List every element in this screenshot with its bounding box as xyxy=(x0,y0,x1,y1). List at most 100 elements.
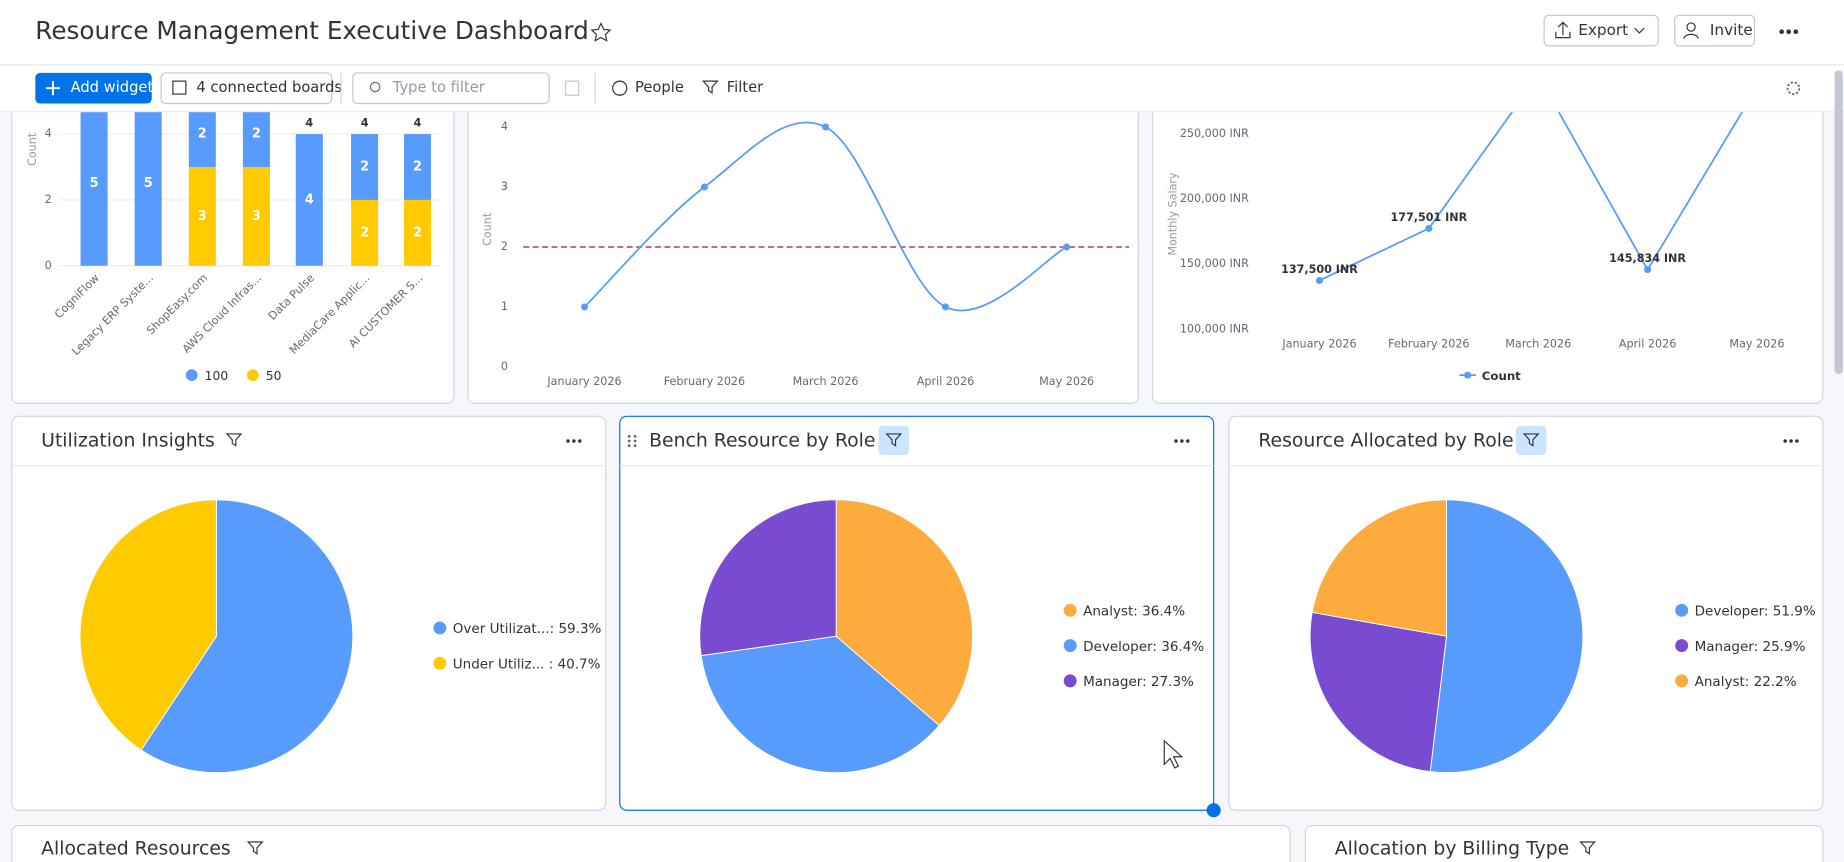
bar-label: 2 xyxy=(198,127,207,142)
invite-icon xyxy=(1686,22,1696,32)
legend-marker xyxy=(433,656,447,670)
board-icon xyxy=(172,80,187,95)
point xyxy=(700,183,708,191)
legend-marker xyxy=(1464,371,1472,379)
value-label: 145,834 INR xyxy=(1609,252,1686,265)
bar-label: 2 xyxy=(413,225,422,240)
people-label[interactable]: People xyxy=(635,79,684,96)
bar-segment xyxy=(403,134,432,200)
legend-label: Developer: 51.9% xyxy=(1695,604,1816,620)
resize-handle[interactable] xyxy=(1206,803,1221,818)
legend-label: Count xyxy=(1482,369,1521,383)
export-button[interactable] xyxy=(1543,14,1659,47)
pie-slice xyxy=(1311,499,1447,637)
widget-title: Allocated Resources xyxy=(41,839,231,860)
y-tick-label: 2 xyxy=(45,193,52,206)
filter-icon[interactable] xyxy=(225,433,243,447)
pie-slice xyxy=(835,499,974,727)
filter-input[interactable] xyxy=(352,72,550,105)
y-tick-label: 150,000 INR xyxy=(1180,257,1249,270)
filter-icon[interactable] xyxy=(1522,433,1540,447)
bar-label: 3 xyxy=(252,209,261,224)
line-chart: 100,000 INR 150,000 INR 200,000 INR 250,000… xyxy=(1167,111,1744,335)
pie-slice xyxy=(1429,499,1584,774)
filter-icon[interactable] xyxy=(1579,841,1596,855)
pie-slice xyxy=(79,499,217,751)
export-label: Export xyxy=(1578,21,1628,39)
widget-title: Allocation by Billing Type xyxy=(1335,839,1569,860)
y-tick-label: 100,000 INR xyxy=(1180,322,1249,335)
bar-segment xyxy=(351,134,379,200)
filter-icon[interactable] xyxy=(246,841,264,855)
y-tick-label: 1 xyxy=(501,300,508,313)
legend-label: Manager: 27.3% xyxy=(1083,674,1194,690)
bar-chart: 024Count555532532544224224 xyxy=(26,111,442,272)
filter-label[interactable]: Filter xyxy=(727,79,764,96)
point xyxy=(1315,276,1324,285)
point xyxy=(580,303,589,311)
line-chart: 0 1 2 3 4 Count xyxy=(481,120,1129,373)
bar-label: 2 xyxy=(360,159,369,174)
pie-slice xyxy=(1309,611,1448,773)
legend-label: Over Utilizat...: 59.3% xyxy=(453,621,602,637)
pie-chart: Over Utilizat...: 59.3% Under Utiliz... :… xyxy=(79,499,602,774)
legend-marker xyxy=(1675,674,1689,688)
point xyxy=(1063,243,1071,251)
bar-label: 2 xyxy=(360,225,369,240)
add-widget-button[interactable] xyxy=(35,72,152,104)
bar-segment xyxy=(242,111,270,167)
filter-active[interactable] xyxy=(1515,425,1547,456)
bar-label: 5 xyxy=(90,176,99,191)
total-label: 4 xyxy=(414,116,422,129)
filter-icon[interactable] xyxy=(885,433,903,447)
widget-title: Bench Resource by Role xyxy=(649,430,875,451)
filter-placeholder: Type to filter xyxy=(392,79,486,96)
filter-active[interactable] xyxy=(878,425,910,456)
y-axis-label: Monthly Salary xyxy=(1167,172,1180,256)
x-tick-label: March 2026 xyxy=(793,375,859,388)
x-tick-label: May 2026 xyxy=(1729,338,1784,351)
y-axis-label: Count xyxy=(481,212,494,246)
more-menu[interactable] xyxy=(1779,29,1799,35)
legend-label: Developer: 36.4% xyxy=(1083,639,1204,655)
x-tick-label: March 2026 xyxy=(1505,338,1571,351)
star-icon[interactable] xyxy=(590,22,612,42)
bar-segment xyxy=(351,199,379,266)
invite-icon xyxy=(1683,33,1699,39)
search-icon xyxy=(369,81,381,93)
legend-marker xyxy=(1675,639,1689,653)
pie-chart: Analyst: 36.4% Developer: 36.4% Manager: 2… xyxy=(699,499,1204,774)
y-tick-label: 2 xyxy=(501,240,508,253)
legend-label: Manager: 25.9% xyxy=(1695,639,1806,655)
settings-icon[interactable] xyxy=(1786,81,1801,95)
boards-label: 4 connected boards xyxy=(196,79,342,96)
x-tick-label: January 2026 xyxy=(546,375,621,388)
y-tick-label: 4 xyxy=(45,127,52,140)
card xyxy=(1304,824,1824,862)
people-icon xyxy=(612,80,628,96)
y-tick-label: 3 xyxy=(501,180,508,193)
drag-handle[interactable] xyxy=(627,434,637,448)
y-axis-label: Count xyxy=(26,132,39,166)
bar-label: 5 xyxy=(144,176,153,191)
x-tick-label: April 2026 xyxy=(917,375,974,388)
y-tick-label: 0 xyxy=(45,259,52,272)
bar-segment xyxy=(295,134,323,266)
point xyxy=(1644,266,1652,274)
invite-label: Invite xyxy=(1710,21,1753,39)
legend-label: 50 xyxy=(266,369,282,383)
line xyxy=(1319,111,1744,282)
bar-segment xyxy=(403,199,432,266)
boards-button[interactable] xyxy=(160,72,333,105)
x-tick-label: January 2026 xyxy=(1281,338,1356,351)
legend-label: 100 xyxy=(205,369,229,383)
invite-button[interactable] xyxy=(1674,14,1756,47)
export-icon xyxy=(1555,21,1571,39)
pie-chart: Developer: 51.9% Manager: 25.9% Analyst: 2… xyxy=(1309,499,1816,774)
x-tick-label: April 2026 xyxy=(1619,338,1676,351)
chevron xyxy=(1634,27,1645,34)
scrollbar xyxy=(1834,70,1843,374)
card xyxy=(11,824,1291,862)
legend-marker xyxy=(185,369,198,382)
